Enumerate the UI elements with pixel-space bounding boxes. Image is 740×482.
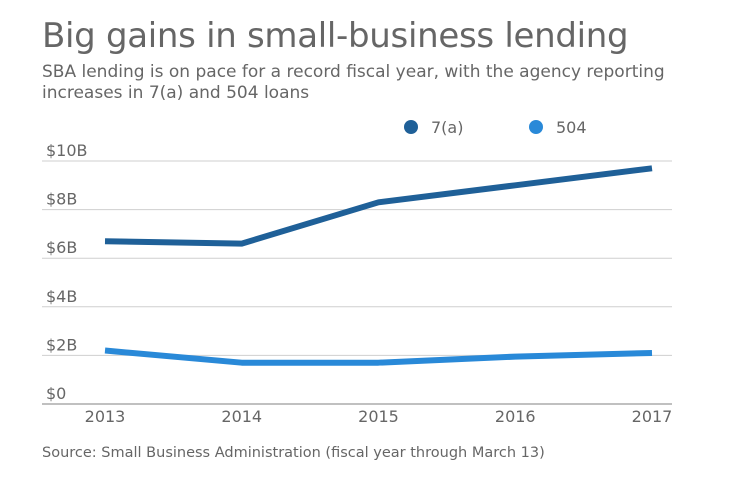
x-tick-label: 2015 xyxy=(358,407,399,426)
x-axis: 2013 2014 2015 2016 2017 xyxy=(85,407,673,426)
y-tick-label: $2B xyxy=(46,335,77,354)
chart-title: Big gains in small-business lending xyxy=(42,16,629,56)
y-tick-label: $10B xyxy=(46,141,88,160)
x-tick-label: 2016 xyxy=(495,407,536,426)
y-tick-label: $4B xyxy=(46,287,77,306)
legend-label: 504 xyxy=(556,118,587,137)
source-note: Source: Small Business Administration (f… xyxy=(42,445,545,461)
y-tick-label: $0 xyxy=(46,384,66,403)
series-line-7a xyxy=(104,165,653,247)
legend: 7(a) 504 xyxy=(404,118,587,137)
y-tick-label: $6B xyxy=(46,238,77,257)
gridlines xyxy=(42,160,672,405)
x-tick-label: 2013 xyxy=(85,407,126,426)
series-line-504 xyxy=(104,347,653,366)
chart-subtitle: SBA lending is on pace for a record fisc… xyxy=(42,62,665,103)
series-lines xyxy=(104,165,653,366)
legend-marker xyxy=(529,120,543,134)
y-axis: $0 $2B $4B $6B $8B $10B xyxy=(46,141,88,403)
legend-label: 7(a) xyxy=(431,118,463,137)
legend-marker xyxy=(404,120,418,134)
y-tick-label: $8B xyxy=(46,190,77,209)
x-tick-label: 2014 xyxy=(221,407,262,426)
x-tick-label: 2017 xyxy=(632,407,673,426)
